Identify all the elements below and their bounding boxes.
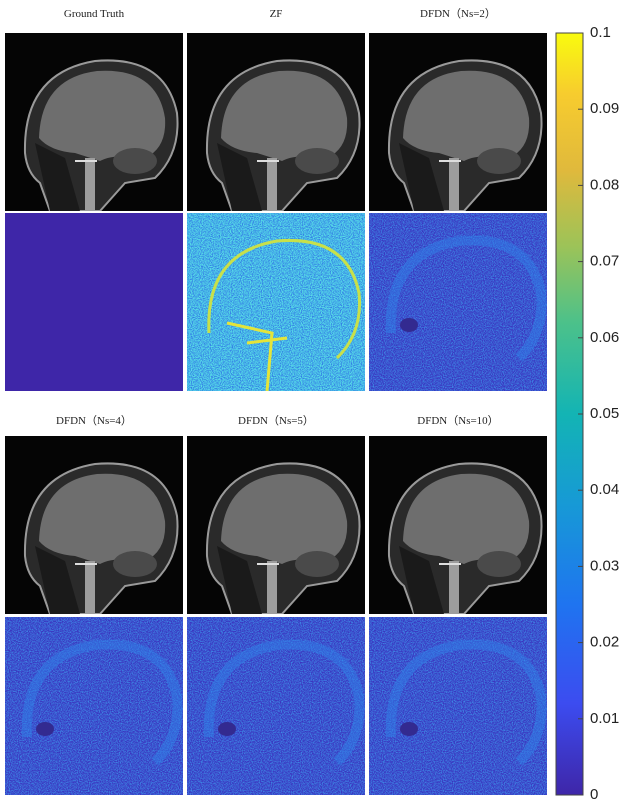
reconstruction-image (5, 436, 183, 614)
colorbar-tick-label: 0 (590, 786, 598, 803)
error-map (187, 213, 365, 391)
reconstruction-image (369, 33, 547, 211)
error-map (5, 617, 183, 795)
colorbar-tick-label: 0.01 (590, 710, 619, 727)
colorbar-tick-label: 0.04 (590, 481, 619, 498)
colorbar-tick-label: 0.06 (590, 329, 619, 346)
panel-title: Ground Truth (64, 8, 125, 20)
panel-title: DFDN（Ns=4） (56, 414, 132, 427)
panel-title: DFDN（Ns=2） (420, 7, 496, 20)
colorbar-tick-label: 0.07 (590, 253, 619, 270)
colorbar-tick-label: 0.03 (590, 557, 619, 574)
colorbar-tick-label: 0.02 (590, 634, 619, 651)
error-map (369, 213, 547, 391)
reconstruction-image (5, 33, 183, 211)
panel-title: DFDN（Ns=10） (417, 414, 498, 427)
reconstruction-image (187, 33, 365, 211)
colorbar-tick-label: 0.1 (590, 24, 611, 41)
error-map (187, 617, 365, 795)
error-map (5, 213, 183, 391)
panel-title: ZF (270, 8, 283, 20)
panel-title: DFDN（Ns=5） (238, 414, 314, 427)
colorbar-tick-label: 0.09 (590, 100, 619, 117)
colorbar-tick-label: 0.08 (590, 176, 619, 193)
colorbar-tick-label: 0.05 (590, 405, 619, 422)
reconstruction-image (187, 436, 365, 614)
reconstruction-image (369, 436, 547, 614)
error-map (369, 617, 547, 795)
